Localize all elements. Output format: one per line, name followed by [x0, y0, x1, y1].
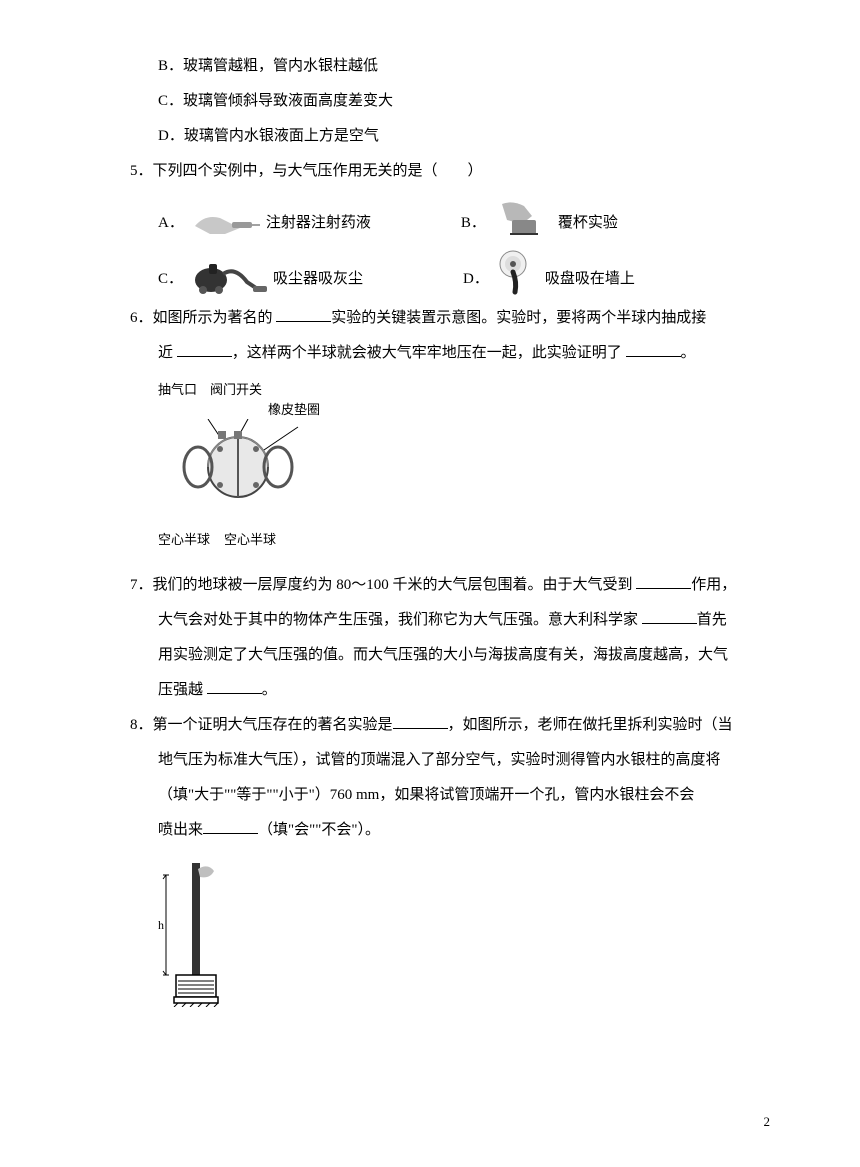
- hemisphere-icon: [158, 419, 318, 509]
- diagram-bottom-labels: 空心半球 空心半球: [158, 526, 328, 555]
- q6-blank3[interactable]: [626, 341, 681, 358]
- magdeburg-diagram: 抽气口 阀门开关 橡皮垫圈 空心半球 空心半球: [158, 380, 328, 555]
- q6-line2: 近 ，这样两个半球就会被大气牢牢地压在一起，此实验证明了 。: [130, 337, 770, 370]
- q5-row2: C． 吸尘器吸灰尘 D． 吸盘吸在墙上: [158, 248, 770, 296]
- q5-c-label: C．: [158, 263, 183, 296]
- q5-option-a: A． 注射器注射药液: [158, 196, 371, 240]
- q8-line3: （填"大于""等于""小于"）760 mm，如果将试管顶端开一个孔，管内水银柱会…: [130, 779, 770, 812]
- q5-d-label: D．: [463, 263, 489, 296]
- q5-stem: 5．下列四个实例中，与大气压作用无关的是（ ）: [130, 155, 770, 188]
- q4-choice-c: C．玻璃管倾斜导致液面高度差变大: [130, 85, 770, 118]
- diagram-top-labels: 抽气口 阀门开关 橡皮垫圈: [158, 380, 328, 419]
- q8-line2: 地气压为标准大气压），试管的顶端混入了部分空气，实验时测得管内水银柱的高度将: [130, 744, 770, 777]
- q5-row1: A． 注射器注射药液 B． 覆杯实验: [158, 196, 770, 240]
- q6-blank1[interactable]: [276, 306, 331, 323]
- q8-blank2[interactable]: [203, 817, 258, 834]
- q8-line4: 喷出来（填"会""不会"）。: [130, 814, 770, 847]
- q6-blank2[interactable]: [177, 341, 232, 358]
- q8-blank1[interactable]: [393, 712, 448, 729]
- suction-cup-icon: [495, 248, 539, 296]
- q7-blank3[interactable]: [207, 677, 262, 694]
- q7-line4: 压强越 。: [130, 674, 770, 707]
- q5-option-c: C． 吸尘器吸灰尘: [158, 248, 363, 296]
- q8-line1: 8．第一个证明大气压存在的著名实验是，如图所示，老师在做托里拆利实验时（当: [130, 709, 770, 742]
- q7-blank1[interactable]: [636, 572, 691, 589]
- syringe-icon: [190, 196, 260, 240]
- q4-choice-b: B．玻璃管越粗，管内水银柱越低: [130, 50, 770, 83]
- q5-option-d: D． 吸盘吸在墙上: [463, 248, 635, 296]
- q4-choice-d: D．玻璃管内水银液面上方是空气: [130, 120, 770, 153]
- torricelli-diagram: h: [158, 857, 228, 1007]
- q6-line1: 6．如图所示为著名的 实验的关键装置示意图。实验时，要将两个半球内抽成接: [130, 302, 770, 335]
- q5-b-label: B．: [461, 207, 486, 240]
- q5-option-b: B． 覆杯实验: [461, 196, 618, 240]
- q7-blank2[interactable]: [642, 607, 697, 624]
- q5-a-label: A．: [158, 207, 184, 240]
- h-label: h: [158, 918, 164, 932]
- q5-a-caption: 注射器注射药液: [266, 207, 371, 240]
- q7-line2: 大气会对处于其中的物体产生压强，我们称它为大气压强。意大利科学家 首先: [130, 604, 770, 637]
- q5-b-caption: 覆杯实验: [558, 207, 618, 240]
- q5-d-caption: 吸盘吸在墙上: [545, 263, 635, 296]
- vacuum-icon: [189, 248, 267, 296]
- q7-line1: 7．我们的地球被一层厚度约为 80～100 千米的大气层包围着。由于大气受到 作…: [130, 569, 770, 602]
- q7-line3: 用实验测定了大气压强的值。而大气压强的大小与海拔高度有关，海拔高度越高，大气: [130, 639, 770, 672]
- q5-c-caption: 吸尘器吸灰尘: [273, 263, 363, 296]
- cup-icon: [492, 196, 552, 240]
- page-number: 2: [764, 1108, 771, 1137]
